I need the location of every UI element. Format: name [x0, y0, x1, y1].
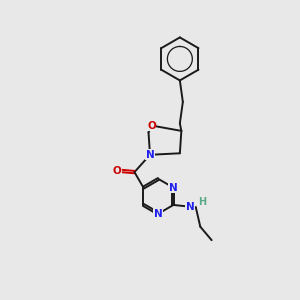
Text: H: H — [198, 197, 206, 207]
Text: N: N — [146, 150, 154, 160]
Text: N: N — [186, 202, 195, 212]
Text: N: N — [169, 183, 178, 193]
Text: N: N — [154, 208, 163, 219]
Text: O: O — [113, 166, 122, 176]
Text: O: O — [147, 121, 156, 130]
